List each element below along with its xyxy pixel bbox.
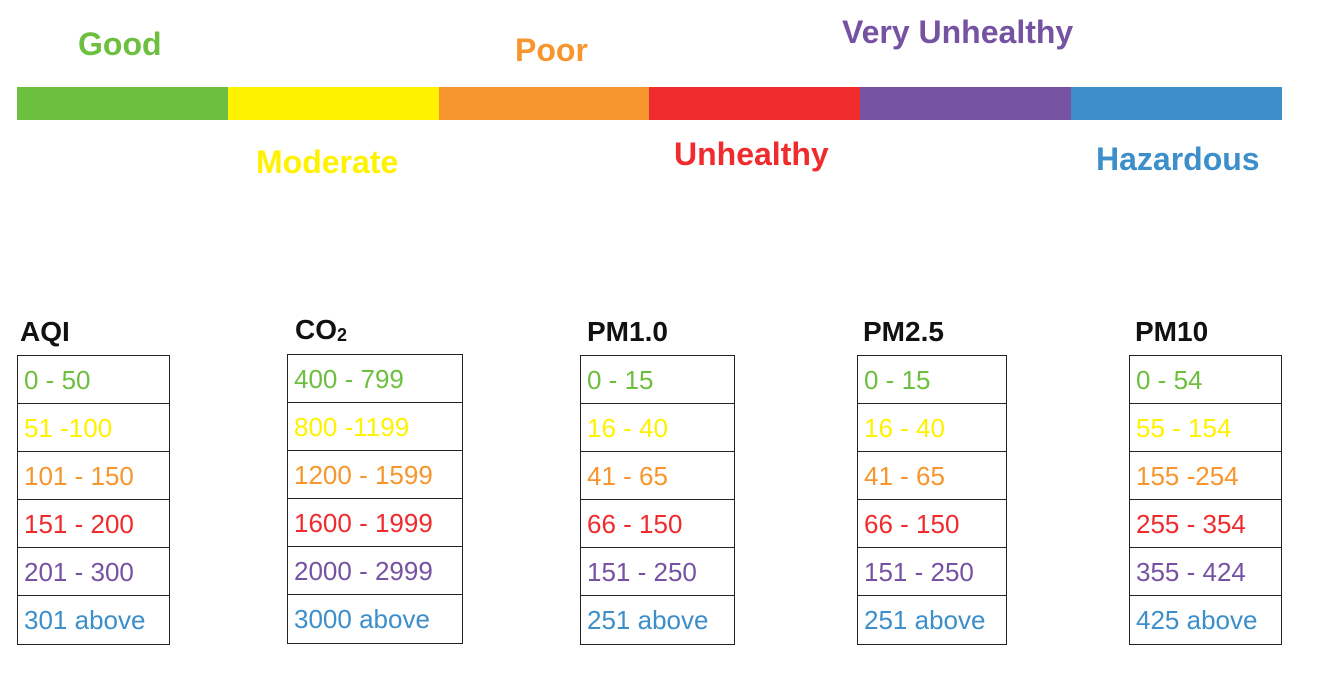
pm25-row-unhealthy: 66 - 150 [858,500,1006,548]
pm10-table-body: 0 - 54 55 - 154 155 -254 255 - 354 355 -… [1129,355,1282,645]
co2-table-title: CO2 [295,314,348,345]
level-label-unhealthy: Unhealthy [674,136,829,172]
co2-row-good: 400 - 799 [288,355,462,403]
pm25-row-good: 0 - 15 [858,356,1006,404]
scale-segment-moderate [227,87,439,120]
pm10-row-good: 0 - 54 [1130,356,1281,404]
pm25-row-poor: 41 - 65 [858,452,1006,500]
level-label-good: Good [78,26,162,62]
pm25-table-title: PM2.5 [863,316,944,347]
co2-row-unhealthy: 1600 - 1999 [288,499,462,547]
pm25-row-moderate: 16 - 40 [858,404,1006,452]
aqi-table-title: AQI [20,316,70,347]
co2-row-very-unhealthy: 2000 - 2999 [288,547,462,595]
aqi-row-very-unhealthy: 201 - 300 [18,548,169,596]
pm10-row-poor: 155 -254 [1130,452,1281,500]
pm10-row-very-unhealthy: 355 - 424 [1130,548,1281,596]
pm1-row-moderate: 16 - 40 [581,404,734,452]
co2-row-hazardous: 3000 above [294,604,430,634]
pm1-row-hazardous: 251 above [587,605,709,635]
pm1-row-unhealthy: 66 - 150 [581,500,734,548]
level-label-very-unhealthy: Very Unhealthy [842,14,1074,50]
level-label-moderate: Moderate [256,144,399,180]
pm10-row-unhealthy: 255 - 354 [1130,500,1281,548]
aqi-row-moderate: 51 -100 [18,404,169,452]
aqi-row-unhealthy: 151 - 200 [18,500,169,548]
aqi-row-poor: 101 - 150 [18,452,169,500]
pm25-table-body: 0 - 15 16 - 40 41 - 65 66 - 150 151 - 25… [857,355,1007,645]
scale-segment-very-unhealthy [860,87,1072,120]
aqi-row-hazardous: 301 above [24,605,146,635]
pm1-table-body: 0 - 15 16 - 40 41 - 65 66 - 150 151 - 25… [580,355,735,645]
pm10-table-title: PM10 [1135,316,1209,347]
level-label-poor: Poor [515,32,588,68]
level-label-hazardous: Hazardous [1096,141,1260,177]
aqi-row-good: 0 - 50 [18,356,169,404]
scale-segment-poor [438,87,650,120]
aqi-table-body: 0 - 50 51 -100 101 - 150 151 - 200 201 -… [17,355,170,645]
pm25-row-very-unhealthy: 151 - 250 [858,548,1006,596]
co2-row-poor: 1200 - 1599 [288,451,462,499]
pm1-row-good: 0 - 15 [581,356,734,404]
pm1-table-title: PM1.0 [587,316,668,347]
pm10-row-hazardous: 425 above [1136,605,1258,635]
pm25-row-hazardous: 251 above [864,605,986,635]
pm1-row-poor: 41 - 65 [581,452,734,500]
scale-segment-good [17,87,228,120]
co2-table-body: 400 - 799 800 -1199 1200 - 1599 1600 - 1… [287,354,463,644]
pm1-row-very-unhealthy: 151 - 250 [581,548,734,596]
co2-row-moderate: 800 -1199 [288,403,462,451]
scale-segment-unhealthy [649,87,861,120]
pm10-row-moderate: 55 - 154 [1130,404,1281,452]
scale-segment-hazardous [1071,87,1282,120]
color-scale-bar [17,87,1282,120]
